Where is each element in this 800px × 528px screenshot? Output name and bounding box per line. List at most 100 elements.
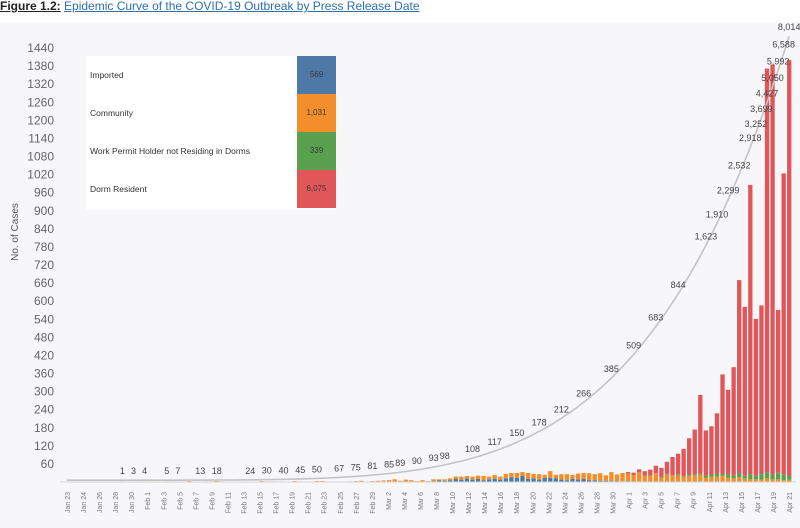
bar-segment[interactable] (592, 480, 597, 482)
bar-segment[interactable] (698, 474, 703, 482)
legend-item-dorm-resident[interactable]: Dorm Resident 6,075 (86, 170, 336, 208)
bar-segment[interactable] (714, 476, 720, 482)
bar-segment[interactable] (514, 477, 520, 482)
bar-segment[interactable] (714, 413, 720, 474)
bar-segment[interactable] (653, 465, 659, 474)
bar-segment[interactable] (653, 473, 659, 482)
bar-segment[interactable] (536, 474, 542, 480)
bar-segment[interactable] (442, 480, 447, 482)
bar-segment[interactable] (692, 475, 697, 482)
bar-segment[interactable] (503, 473, 508, 479)
bar-segment[interactable] (664, 461, 670, 474)
bar-segment[interactable] (553, 478, 558, 482)
bar-segment[interactable] (486, 479, 492, 482)
bar-segment[interactable] (631, 472, 636, 476)
bar-segment[interactable] (670, 475, 675, 482)
bar-segment[interactable] (737, 472, 742, 478)
bar-segment[interactable] (470, 476, 475, 480)
bar-segment[interactable] (725, 474, 731, 478)
bar-segment[interactable] (675, 475, 681, 482)
bar-segment[interactable] (759, 305, 764, 475)
bar-segment[interactable] (614, 474, 620, 482)
bar-segment[interactable] (553, 474, 558, 479)
bar-segment[interactable] (770, 474, 775, 479)
bar-segment[interactable] (675, 453, 681, 475)
bar-segment[interactable] (703, 430, 709, 476)
bar-segment[interactable] (637, 472, 642, 482)
bar-segment[interactable] (781, 474, 786, 481)
bar-segment[interactable] (403, 479, 408, 482)
bar-segment[interactable] (531, 478, 536, 482)
bar-segment[interactable] (464, 478, 470, 482)
bar-segment[interactable] (581, 472, 586, 479)
bar-segment[interactable] (586, 480, 592, 482)
bar-segment[interactable] (703, 477, 709, 482)
bar-segment[interactable] (386, 480, 392, 482)
bar-segment[interactable] (448, 478, 453, 481)
bar-segment[interactable] (525, 472, 531, 479)
bar-segment[interactable] (787, 60, 792, 476)
figure-title-link[interactable]: Epidemic Curve of the COVID-19 Outbreak … (64, 0, 420, 13)
bar-segment[interactable] (559, 479, 564, 482)
bar-segment[interactable] (742, 475, 747, 479)
bar-segment[interactable] (431, 479, 436, 482)
bar-segment[interactable] (698, 473, 703, 475)
bar-segment[interactable] (470, 479, 475, 482)
bar-segment[interactable] (631, 475, 636, 482)
bar-segment[interactable] (425, 481, 431, 482)
bar-segment[interactable] (648, 475, 653, 482)
bar-segment[interactable] (753, 475, 759, 480)
bar-segment[interactable] (748, 184, 753, 475)
bar-segment[interactable] (409, 480, 414, 482)
bar-segment[interactable] (464, 475, 470, 479)
bar-segment[interactable] (764, 478, 770, 482)
bar-segment[interactable] (598, 480, 603, 482)
bar-segment[interactable] (675, 474, 681, 476)
bar-segment[interactable] (670, 456, 675, 476)
bar-segment[interactable] (492, 475, 497, 479)
bar-segment[interactable] (781, 480, 786, 482)
bar-segment[interactable] (787, 479, 792, 482)
bar-segment[interactable] (531, 473, 536, 479)
bar-segment[interactable] (709, 426, 714, 475)
bar-segment[interactable] (637, 469, 642, 473)
bar-segment[interactable] (753, 479, 759, 482)
bar-segment[interactable] (775, 309, 781, 473)
bar-segment[interactable] (603, 480, 608, 482)
bar-segment[interactable] (536, 479, 542, 482)
legend-item-work-permit[interactable]: Work Permit Holder not Residing in Dorms… (86, 132, 336, 170)
bar-segment[interactable] (742, 478, 747, 482)
bar-segment[interactable] (603, 475, 608, 481)
bar-segment[interactable] (448, 480, 453, 482)
bar-segment[interactable] (692, 474, 697, 476)
bar-segment[interactable] (681, 475, 686, 477)
bar-segment[interactable] (542, 477, 547, 482)
bar-segment[interactable] (775, 472, 781, 480)
bar-segment[interactable] (581, 478, 586, 482)
bar-segment[interactable] (486, 476, 492, 480)
bar-segment[interactable] (509, 472, 514, 478)
bar-segment[interactable] (742, 306, 747, 476)
bar-segment[interactable] (748, 474, 753, 479)
bar-segment[interactable] (692, 429, 697, 475)
bar-segment[interactable] (625, 473, 631, 482)
bar-segment[interactable] (481, 480, 486, 482)
bar-segment[interactable] (725, 389, 731, 475)
bar-segment[interactable] (648, 469, 653, 476)
bar-segment[interactable] (709, 476, 714, 482)
bar-segment[interactable] (731, 367, 736, 476)
bar-segment[interactable] (659, 467, 664, 477)
bar-segment[interactable] (498, 479, 503, 482)
bar-segment[interactable] (392, 479, 397, 482)
bar-segment[interactable] (770, 478, 775, 482)
bar-segment[interactable] (687, 438, 692, 475)
bar-segment[interactable] (687, 474, 692, 476)
bar-segment[interactable] (520, 475, 525, 482)
bar-segment[interactable] (725, 477, 731, 482)
bar-segment[interactable] (498, 476, 503, 480)
bar-segment[interactable] (525, 478, 531, 482)
bar-segment[interactable] (642, 471, 647, 476)
bar-segment[interactable] (687, 475, 692, 482)
bar-segment[interactable] (720, 473, 725, 476)
bar-segment[interactable] (459, 479, 464, 482)
